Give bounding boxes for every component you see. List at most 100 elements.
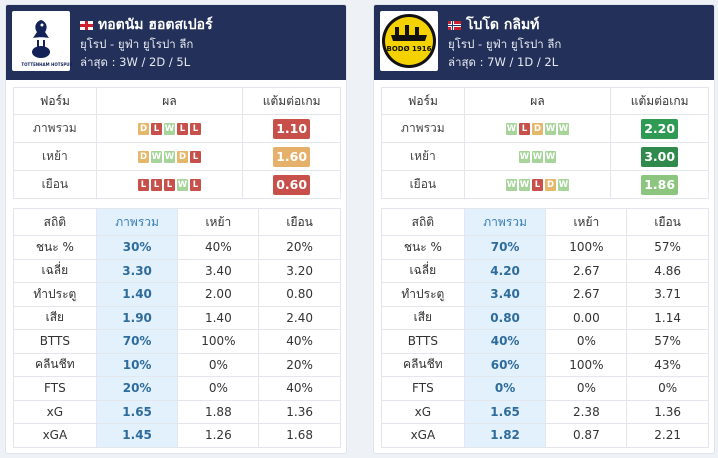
england-flag-icon	[80, 20, 93, 30]
stat-home: 100%	[545, 352, 628, 377]
team-name-text: โบโด กลิมท์	[466, 17, 540, 33]
stat-overall: 40%	[463, 329, 547, 354]
tab-home[interactable]: เหย้า	[545, 208, 628, 236]
stat-row: BTTS 70% 100% 40%	[13, 329, 341, 354]
form-row-label: เยือน	[381, 170, 465, 199]
tab-overall[interactable]: ภาพรวม	[463, 208, 547, 236]
result-badge[interactable]: W	[519, 179, 530, 191]
stat-overall: 1.90	[95, 305, 179, 330]
result-badge[interactable]: W	[545, 151, 556, 163]
result-badge[interactable]: D	[532, 123, 543, 135]
stat-label: คลีนชีท	[13, 352, 97, 377]
competition-label: ยุโรป - ยูฟ่า ยูโรปา ลีก	[448, 37, 562, 51]
stat-away: 2.40	[258, 305, 341, 330]
competition-label: ยุโรป - ยูฟ่า ยูโรปา ลีก	[80, 37, 194, 51]
stat-home: 2.38	[545, 399, 628, 424]
bodo-glimt-crest-icon: BODØ 1916	[382, 14, 436, 68]
result-badge[interactable]: D	[177, 151, 188, 163]
stat-overall: 70%	[95, 329, 179, 354]
result-badge[interactable]: L	[151, 179, 162, 191]
team-header: BODØ 1916 โบโด กลิมท์ ยุโรป - ยูฟ่า ยูโร…	[374, 5, 714, 80]
team-name[interactable]: โบโด กลิมท์	[448, 14, 539, 36]
team-header: TOTTENHAM HOTSPUR ทอตนัม ฮอตสเปอร์ ยุโรป…	[6, 5, 346, 80]
form-header: ฟอร์ม	[13, 87, 97, 115]
tab-away[interactable]: เยือน	[258, 208, 341, 236]
stat-row: เสีย 1.90 1.40 2.40	[13, 305, 341, 330]
result-badge[interactable]: W	[545, 123, 556, 135]
result-badge[interactable]: D	[138, 151, 149, 163]
result-badge[interactable]: W	[558, 179, 569, 191]
result-badge[interactable]: W	[151, 151, 162, 163]
recent-record: ล่าสุด : 3W / 2D / 5L	[80, 55, 191, 69]
result-badge[interactable]: D	[545, 179, 556, 191]
result-badge[interactable]: L	[190, 179, 201, 191]
team-card-away: BODØ 1916 โบโด กลิมท์ ยุโรป - ยูฟ่า ยูโร…	[373, 4, 715, 454]
stat-home: 100%	[545, 235, 628, 260]
stat-label: ทำประตู	[13, 282, 97, 307]
stat-row: เสีย 0.80 0.00 1.14	[381, 305, 709, 330]
stat-label: เฉลี่ย	[381, 258, 465, 283]
stat-home: 100%	[177, 329, 260, 354]
stat-row: xGA 1.45 1.26 1.68	[13, 423, 341, 448]
stat-away: 57%	[626, 329, 709, 354]
stat-home: 1.26	[177, 423, 260, 448]
stat-away: 43%	[626, 352, 709, 377]
tab-home[interactable]: เหย้า	[177, 208, 260, 236]
ppg-value: 1.60	[273, 146, 311, 167]
result-badge[interactable]: L	[138, 179, 149, 191]
form-row-label: เหย้า	[381, 142, 465, 171]
stat-away: 3.20	[258, 258, 341, 283]
result-badge[interactable]: L	[532, 179, 543, 191]
stat-overall: 1.82	[463, 423, 547, 448]
stat-row: เฉลี่ย 3.30 3.40 3.20	[13, 258, 341, 283]
result-badge[interactable]: L	[164, 179, 175, 191]
result-badge[interactable]: W	[506, 123, 517, 135]
stat-row: เฉลี่ย 4.20 2.67 4.86	[381, 258, 709, 283]
stat-row: ชนะ % 30% 40% 20%	[13, 235, 341, 260]
stats-table: สถิติ ภาพรวม เหย้า เยือน ชนะ % 30% 40% 20% เ…	[13, 208, 341, 448]
stat-overall: 30%	[95, 235, 179, 260]
result-badge[interactable]: W	[164, 123, 175, 135]
stat-label: BTTS	[13, 329, 97, 354]
result-badge[interactable]: L	[151, 123, 162, 135]
stat-row: xGA 1.82 0.87 2.21	[381, 423, 709, 448]
result-badge[interactable]: W	[532, 151, 543, 163]
result-badge[interactable]: L	[190, 151, 201, 163]
result-badge[interactable]: L	[519, 123, 530, 135]
stat-home: 40%	[177, 235, 260, 260]
stat-away: 1.36	[626, 399, 709, 424]
result-badge[interactable]: W	[558, 123, 569, 135]
stat-label: ทำประตู	[381, 282, 465, 307]
ppg-value: 0.60	[273, 174, 311, 195]
form-row-label: เยือน	[13, 170, 97, 199]
ppg-value: 1.10	[273, 118, 311, 139]
ppg-header: แต้มต่อเกม	[242, 87, 341, 115]
stat-away: 1.68	[258, 423, 341, 448]
result-badge[interactable]: W	[506, 179, 517, 191]
stat-away: 4.86	[626, 258, 709, 283]
team-name[interactable]: ทอตนัม ฮอตสเปอร์	[80, 14, 213, 36]
tab-overall[interactable]: ภาพรวม	[95, 208, 179, 236]
stats-table: สถิติ ภาพรวม เหย้า เยือน ชนะ % 70% 100% 57%…	[381, 208, 709, 448]
result-badge[interactable]: W	[519, 151, 530, 163]
result-header: ผล	[95, 87, 244, 115]
stat-away: 3.71	[626, 282, 709, 307]
result-badge[interactable]: D	[138, 123, 149, 135]
team-logo[interactable]: BODØ 1916	[380, 11, 438, 71]
crest-text: BODØ 1916	[387, 45, 432, 53]
stat-home: 0%	[177, 376, 260, 401]
result-badge[interactable]: L	[177, 123, 188, 135]
result-badge[interactable]: L	[190, 123, 201, 135]
stat-overall: 10%	[95, 352, 179, 377]
result-badge[interactable]: W	[177, 179, 188, 191]
tab-away[interactable]: เยือน	[626, 208, 709, 236]
team-logo[interactable]: TOTTENHAM HOTSPUR	[12, 11, 73, 71]
result-badge[interactable]: W	[164, 151, 175, 163]
stat-away: 0.80	[258, 282, 341, 307]
ppg-header: แต้มต่อเกม	[610, 87, 709, 115]
team-card-home: TOTTENHAM HOTSPUR ทอตนัม ฮอตสเปอร์ ยุโรป…	[5, 4, 347, 454]
